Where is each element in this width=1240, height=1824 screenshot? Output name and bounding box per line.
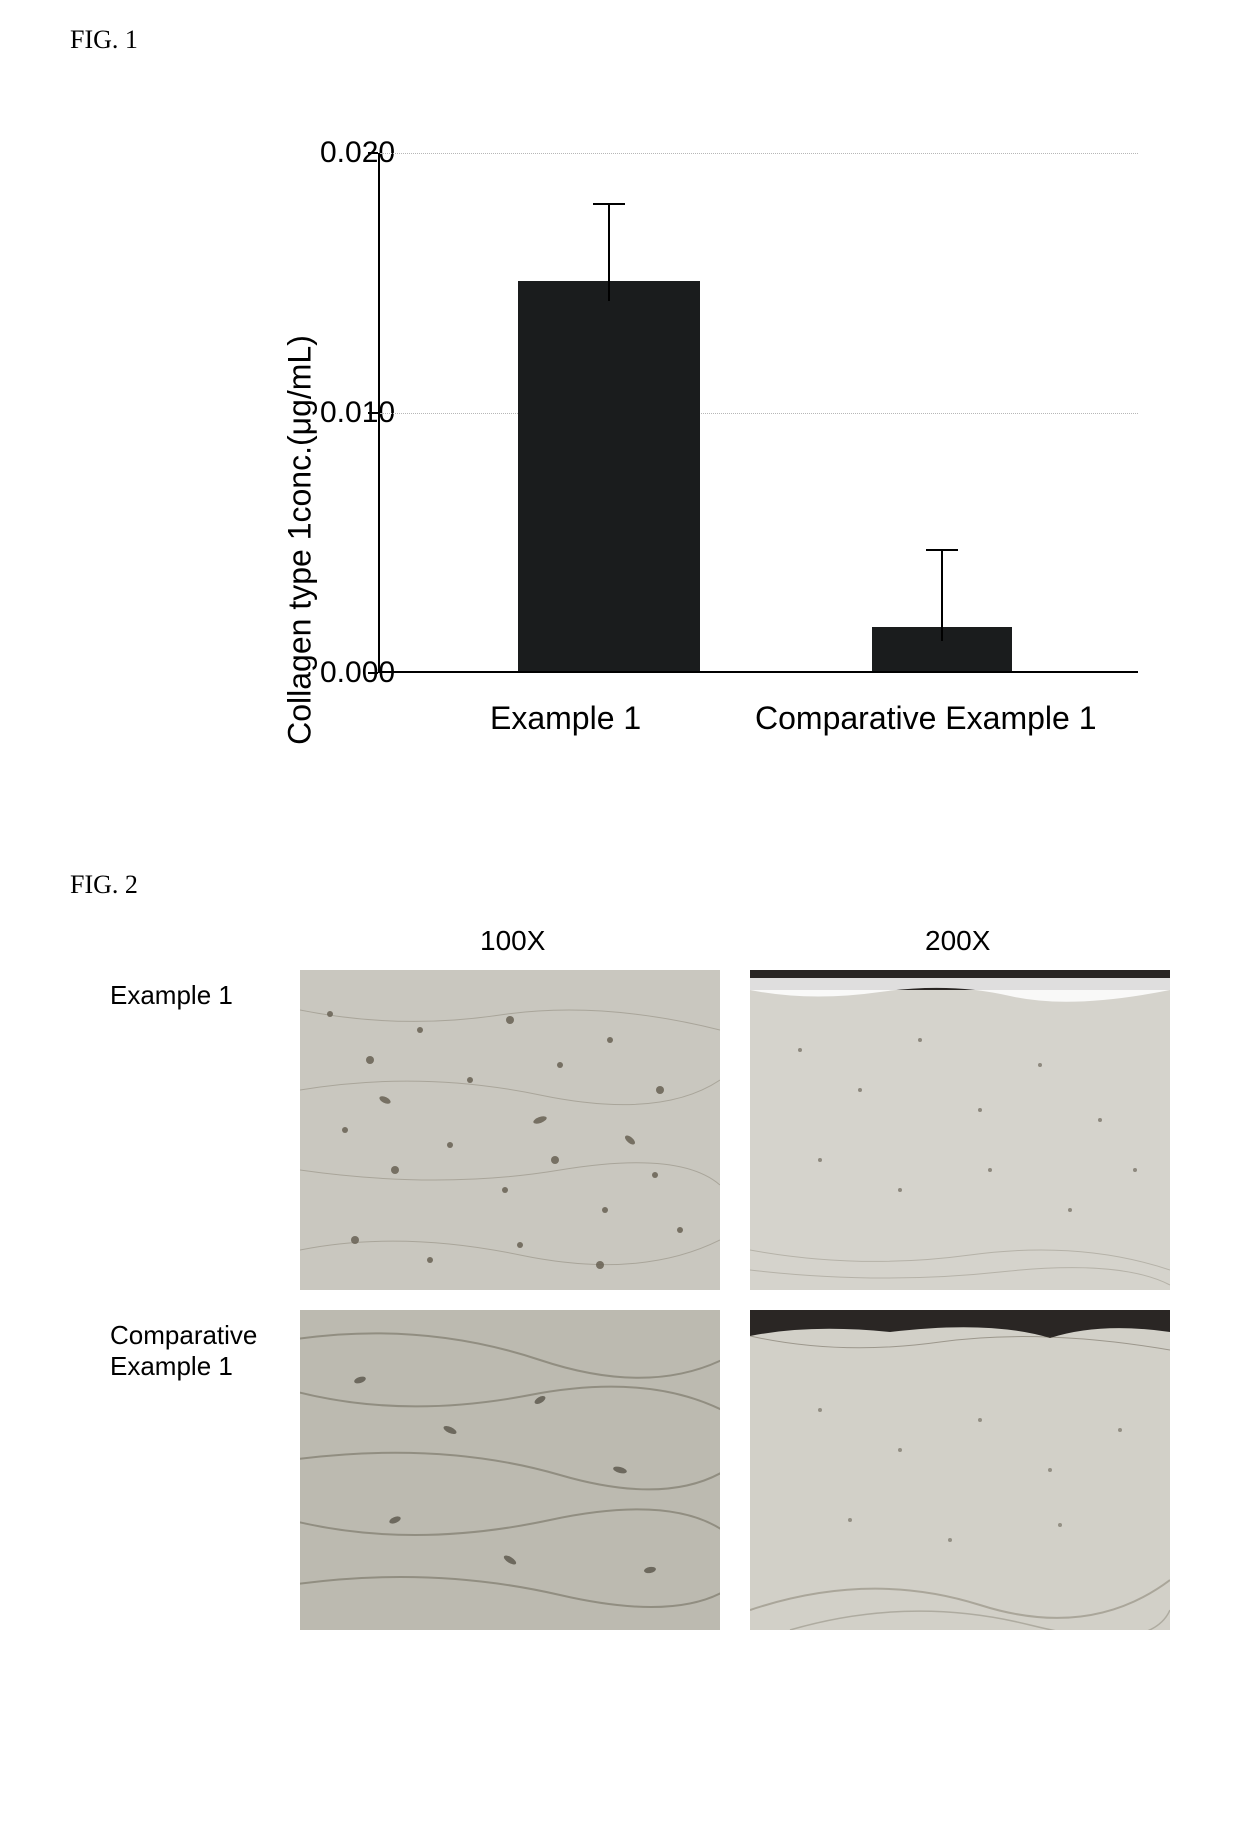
col-header-100x: 100X [480,925,545,957]
panel-comp1-200x [750,1310,1170,1630]
errbar-1-line [608,203,610,301]
plot-area [378,153,1138,673]
gridline-mid [380,413,1138,414]
errbar-1-cap-top [593,203,625,205]
panel-comp1-100x [300,1310,720,1630]
yaxis-title: Collagen type 1conc.(μg/mL) [282,335,319,745]
fig1-label: FIG. 1 [70,25,138,55]
panel-ex1-200x [750,970,1170,1290]
fig2-label: FIG. 2 [70,870,138,900]
xcat-example1: Example 1 [490,700,641,737]
ytick-2: 0.020 [320,136,370,170]
fig1-chart: Collagen type 1conc.(μg/mL) 0.000 0.010 … [210,70,1180,770]
ytick-mark-1 [368,412,378,414]
ytick-1: 0.010 [320,396,370,430]
row-label-comparative1: Comparative Example 1 [110,1320,257,1382]
errbar-2-cap-top [926,549,958,551]
xcat-comparative1: Comparative Example 1 [755,700,1096,737]
ytick-mark-2 [368,152,378,154]
errbar-2-line [941,549,943,641]
ytick-0: 0.000 [320,656,370,690]
ytick-mark-0 [368,672,378,674]
col-header-200x: 200X [925,925,990,957]
gridline-top [380,153,1138,154]
row-label-example1: Example 1 [110,980,233,1011]
bar-example1 [518,281,700,671]
panel-ex1-100x [300,970,720,1290]
